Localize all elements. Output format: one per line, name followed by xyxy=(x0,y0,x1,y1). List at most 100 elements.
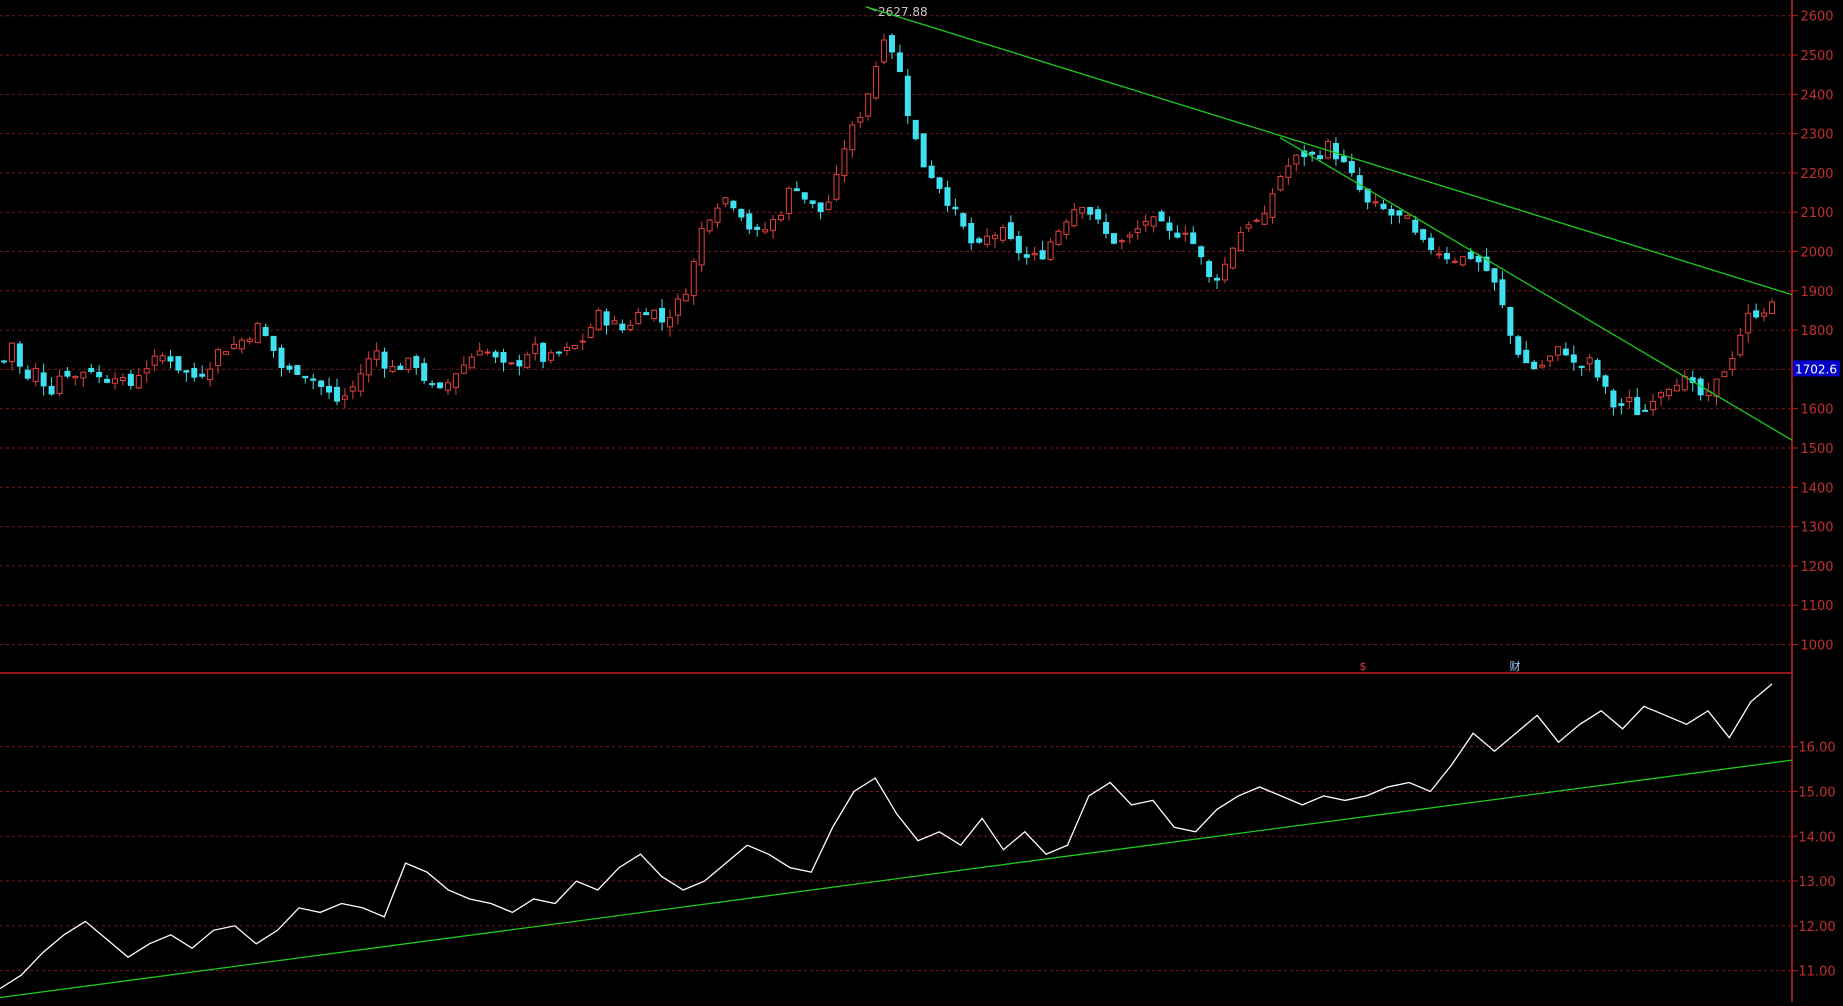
candle xyxy=(1214,274,1221,289)
candle xyxy=(1436,246,1443,259)
candle-body xyxy=(88,367,95,372)
candle xyxy=(326,377,333,399)
candle xyxy=(262,323,269,337)
candle xyxy=(96,364,103,384)
candle xyxy=(563,342,570,356)
candle-body xyxy=(1182,232,1189,235)
candle-body xyxy=(1626,397,1633,403)
candle xyxy=(1404,214,1411,219)
candle xyxy=(944,180,951,213)
candle xyxy=(1340,149,1347,163)
candle-body xyxy=(690,260,697,297)
candle-body xyxy=(1293,154,1300,165)
candle xyxy=(1293,154,1300,172)
candle xyxy=(278,344,285,377)
price-tick-label: 1900 xyxy=(1800,285,1833,300)
candle-body xyxy=(1396,210,1403,216)
candle xyxy=(1745,304,1752,343)
candle xyxy=(1443,246,1450,265)
candle xyxy=(524,351,531,369)
indicator-tick-label: 14.00 xyxy=(1798,830,1835,845)
candle xyxy=(659,299,666,331)
candle xyxy=(1562,342,1569,356)
candle-body xyxy=(1491,268,1498,283)
candle-body xyxy=(254,322,261,344)
candle-body xyxy=(143,368,150,374)
candle-body xyxy=(896,52,903,72)
candle xyxy=(119,373,126,386)
candle-body xyxy=(294,365,301,375)
candle xyxy=(817,202,824,220)
candle-body xyxy=(1206,261,1213,278)
candle-body xyxy=(548,352,555,361)
candle-body xyxy=(770,219,777,231)
candle xyxy=(785,186,792,221)
price-tick-label: 2000 xyxy=(1800,246,1833,261)
candle-body xyxy=(920,133,927,168)
candle xyxy=(48,377,55,396)
candle xyxy=(627,319,634,332)
indicator-trendline xyxy=(0,759,1793,999)
price-tick-label: 1400 xyxy=(1800,481,1833,496)
candle-body xyxy=(1269,193,1276,218)
candle xyxy=(167,350,174,369)
price-tick-label: 2300 xyxy=(1800,128,1833,143)
candle-body xyxy=(793,188,800,192)
candle xyxy=(1325,138,1332,160)
candle-body xyxy=(1023,254,1030,258)
candle xyxy=(1420,228,1427,243)
candle-body xyxy=(40,372,47,387)
candle xyxy=(72,374,79,386)
candle xyxy=(595,307,602,332)
candle-body xyxy=(175,356,182,371)
candle-body xyxy=(619,323,626,331)
candle-body xyxy=(1523,349,1530,364)
candle xyxy=(1372,193,1379,208)
candle-body xyxy=(96,371,103,378)
candle-body xyxy=(48,385,55,395)
candle-body xyxy=(1721,371,1728,378)
candle-body xyxy=(1713,378,1720,397)
candle-body xyxy=(16,343,23,367)
price-tick-label: 2100 xyxy=(1800,206,1833,221)
candle-body xyxy=(785,187,792,214)
candle-body xyxy=(1277,175,1284,191)
candle xyxy=(1539,360,1546,369)
price-tick-label: 2600 xyxy=(1800,10,1833,25)
candle xyxy=(1031,246,1038,261)
candle xyxy=(833,165,840,202)
candle xyxy=(1650,393,1657,416)
candle xyxy=(1071,202,1078,228)
candle xyxy=(999,224,1006,244)
candle xyxy=(373,342,380,367)
candle-body xyxy=(1610,390,1617,408)
candle-body xyxy=(151,355,158,366)
candle xyxy=(357,364,364,397)
candle xyxy=(1665,387,1672,401)
candle xyxy=(452,373,459,395)
candle xyxy=(532,336,539,361)
candle-body xyxy=(1634,397,1641,416)
candle xyxy=(1626,389,1633,410)
candle xyxy=(1547,355,1554,368)
candle-body xyxy=(1769,301,1775,314)
candle-body xyxy=(1618,403,1625,406)
candle xyxy=(397,363,404,370)
candle-body xyxy=(643,312,650,316)
candle-body xyxy=(1420,229,1427,240)
candle xyxy=(793,181,800,192)
candle-body xyxy=(1602,375,1609,387)
candle xyxy=(1150,215,1157,233)
candle xyxy=(1174,225,1181,239)
candle-body xyxy=(857,116,864,123)
candle xyxy=(762,221,769,235)
candle xyxy=(1269,188,1276,224)
candle-body xyxy=(1221,263,1228,281)
candle xyxy=(381,347,388,378)
candle-body xyxy=(682,293,689,302)
candle-body xyxy=(603,311,610,326)
candle-body xyxy=(207,368,214,381)
candle xyxy=(1737,327,1744,358)
candle-body xyxy=(238,339,245,350)
